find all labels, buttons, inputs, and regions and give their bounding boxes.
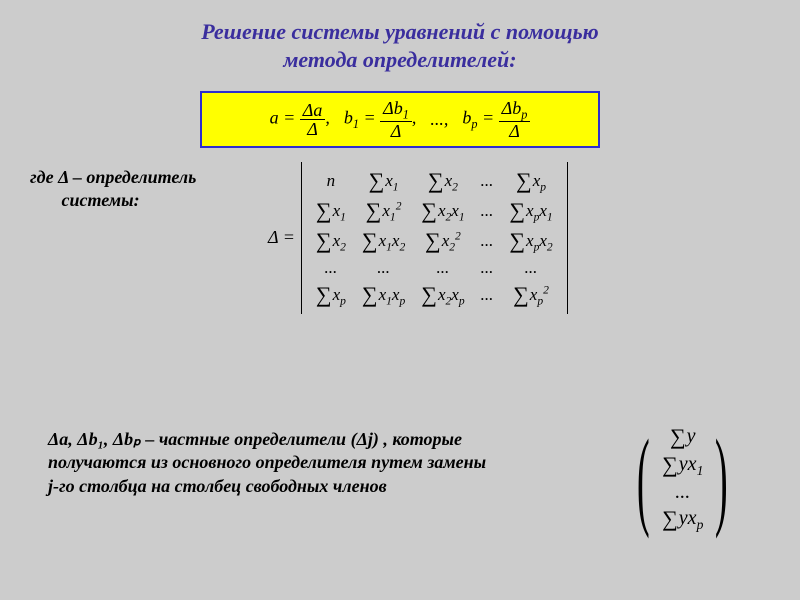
where-label: где Δ – определитель системы: — [30, 162, 260, 213]
matrix-cell: ... — [354, 256, 413, 280]
note-block: Δa, Δb₁, Δbₚ – частные определители (Δj)… — [48, 428, 488, 498]
matrix-cell: ∑xp2 — [501, 280, 560, 310]
det-matrix: n∑x1∑x2...∑xp∑x1∑x12∑x2x1...∑xpx1∑x2∑x1x… — [301, 162, 568, 314]
matrix-cell: ∑x22 — [413, 226, 472, 256]
matrix-cell: ∑x2x1 — [413, 196, 472, 226]
title-line2: метода определителей: — [283, 47, 516, 72]
matrix-cell: ∑xp — [308, 280, 354, 310]
note-text: Δa, Δb₁, Δbₚ – частные определители (Δj)… — [48, 429, 486, 496]
paren-right: ) — [715, 432, 728, 526]
matrix-cell: ∑xpx2 — [501, 226, 560, 256]
matrix-cell: ... — [473, 256, 502, 280]
paren-left: ( — [637, 432, 650, 526]
matrix-cell: ∑xpx1 — [501, 196, 560, 226]
vector-row: ∑y — [670, 424, 696, 450]
det-prefix: Δ = — [268, 227, 295, 248]
matrix-cell: ... — [501, 256, 560, 280]
matrix-cell: ∑x2 — [308, 226, 354, 256]
title-line1: Решение системы уравнений с помощью — [201, 19, 599, 44]
matrix-cell: ... — [473, 166, 502, 196]
matrix-cell: ... — [473, 226, 502, 256]
matrix-cell: ∑x1 — [354, 166, 413, 196]
formula-a: a = ΔaΔ, — [270, 101, 330, 138]
formula-box: a = ΔaΔ, b1 = Δb1Δ, ..., bp = ΔbpΔ — [200, 91, 600, 148]
where-block: где Δ – определитель системы: Δ = n∑x1∑x… — [0, 162, 800, 314]
matrix-cell: n — [308, 166, 354, 196]
column-vector: ( ∑y∑yx1... ∑yxp ) — [625, 420, 740, 537]
page-title: Решение системы уравнений с помощью мето… — [0, 0, 800, 83]
matrix-cell: ∑x1xp — [354, 280, 413, 310]
matrix-cell: ... — [413, 256, 472, 280]
matrix-cell: ... — [473, 280, 502, 310]
matrix-cell: ∑x1x2 — [354, 226, 413, 256]
matrix-cell: ∑xp — [501, 166, 560, 196]
formula-ellipsis: ..., — [430, 109, 448, 130]
formula-bp: bp = ΔbpΔ — [462, 99, 530, 140]
vector-row: ∑yxp — [662, 506, 703, 533]
matrix-cell: ∑x2xp — [413, 280, 472, 310]
vector-row: ∑yx1 — [662, 452, 703, 479]
matrix-cell: ... — [308, 256, 354, 280]
determinant: Δ = n∑x1∑x2...∑xp∑x1∑x12∑x2x1...∑xpx1∑x2… — [268, 162, 568, 314]
formula-b1: b1 = Δb1Δ, — [344, 99, 416, 140]
vector-row: ... — [675, 481, 690, 504]
matrix-cell: ∑x1 — [308, 196, 354, 226]
matrix-cell: ∑x12 — [354, 196, 413, 226]
matrix-cell: ... — [473, 196, 502, 226]
matrix-cell: ∑x2 — [413, 166, 472, 196]
